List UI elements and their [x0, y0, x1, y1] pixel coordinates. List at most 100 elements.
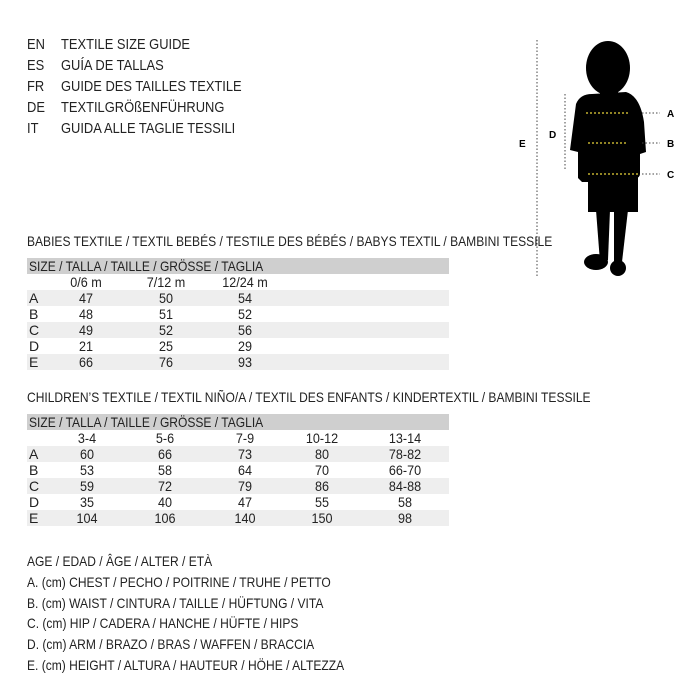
table-header: SIZE / TALLA / TAILLE / GRÖSSE / TAGLIA: [27, 258, 449, 274]
lang-title: TEXTILE SIZE GUIDE: [61, 36, 191, 53]
table-row: A 60 66 73 80 78-82: [27, 446, 449, 462]
label-a: A: [667, 109, 674, 120]
table-cell: 98: [397, 510, 413, 526]
table-cell: 47: [78, 290, 94, 306]
legend-item: D. (cm) ARM / BRAZO / BRAS / WAFFEN / BR…: [27, 636, 315, 652]
table-cell: 78-82: [388, 446, 422, 462]
babies-section-title: BABIES TEXTILE / TEXTIL BEBÉS / TESTILE …: [27, 233, 553, 249]
table-row: B 48 51 52: [27, 306, 449, 322]
table-row: C 49 52 56: [27, 322, 449, 338]
table-row: C 59 72 79 86 84-88: [27, 478, 449, 494]
lang-code: FR: [27, 78, 45, 95]
legend-item: C. (cm) HIP / CADERA / HANCHE / HÜFTE / …: [27, 615, 299, 631]
table-cell: 106: [154, 510, 176, 526]
legend-item: AGE / EDAD / ÂGE / ALTER / ETÀ: [27, 553, 213, 569]
label-d: D: [549, 130, 556, 141]
table-cell: 70: [314, 462, 330, 478]
lang-code: EN: [27, 36, 45, 53]
table-cell: 40: [157, 494, 173, 510]
table-cell: 55: [314, 494, 330, 510]
table-cell: 52: [158, 322, 174, 338]
column-header: 10-12: [305, 430, 339, 446]
table-row: D 35 40 47 55 58: [27, 494, 449, 510]
table-header: SIZE / TALLA / TAILLE / GRÖSSE / TAGLIA: [27, 414, 449, 430]
lang-code: ES: [27, 57, 45, 74]
label-e: E: [519, 139, 526, 150]
table-cell: 49: [78, 322, 94, 338]
table-row: E 104 106 140 150 98: [27, 510, 449, 526]
table-cell: 86: [314, 478, 330, 494]
row-label: B: [29, 306, 39, 322]
table-cell: 76: [158, 354, 174, 370]
row-label: E: [29, 510, 39, 526]
lang-title: GUIDA ALLE TAGLIE TESSILI: [61, 120, 236, 137]
row-label: C: [29, 322, 40, 338]
child-silhouette-icon: [570, 41, 646, 276]
label-c: C: [667, 170, 674, 181]
table-cell: 66: [78, 354, 94, 370]
babies-size-table: SIZE / TALLA / TAILLE / GRÖSSE / TAGLIA …: [27, 258, 449, 370]
size-header: SIZE / TALLA / TAILLE / GRÖSSE / TAGLIA: [29, 414, 264, 430]
table-cell: 140: [234, 510, 256, 526]
table-cell: 47: [237, 494, 253, 510]
column-header: 12/24 m: [222, 274, 268, 290]
legend-item: A. (cm) CHEST / PECHO / POITRINE / TRUHE…: [27, 574, 331, 590]
table-row: D 21 25 29: [27, 338, 449, 354]
table-cell: 21: [78, 338, 94, 354]
size-header: SIZE / TALLA / TAILLE / GRÖSSE / TAGLIA: [29, 258, 264, 274]
column-header: 13-14: [388, 430, 422, 446]
lang-title: GUÍA DE TALLAS: [61, 57, 164, 74]
table-cell: 51: [158, 306, 174, 322]
row-label: D: [29, 494, 40, 510]
legend-item: E. (cm) HEIGHT / ALTURA / HAUTEUR / HÖHE…: [27, 657, 345, 673]
column-header: 0/6 m: [70, 274, 102, 290]
table-cell: 29: [237, 338, 253, 354]
row-label: B: [29, 462, 39, 478]
lang-title: TEXTILGRÖßENFÜHRUNG: [61, 99, 225, 116]
row-label: E: [29, 354, 39, 370]
row-label: A: [29, 290, 39, 306]
lang-title: GUIDE DES TAILLES TEXTILE: [61, 78, 242, 95]
table-cell: 58: [397, 494, 413, 510]
column-headers: 0/6 m 7/12 m 12/24 m: [27, 274, 449, 290]
table-cell: 93: [237, 354, 253, 370]
table-cell: 54: [237, 290, 253, 306]
table-cell: 72: [157, 478, 173, 494]
table-cell: 53: [79, 462, 95, 478]
column-header: 7/12 m: [146, 274, 186, 290]
table-cell: 66-70: [388, 462, 422, 478]
column-header: 5-6: [155, 430, 175, 446]
table-cell: 80: [314, 446, 330, 462]
lang-code: DE: [27, 99, 45, 116]
table-cell: 25: [158, 338, 174, 354]
label-b: B: [667, 139, 674, 150]
row-label: D: [29, 338, 40, 354]
table-cell: 150: [311, 510, 333, 526]
children-size-table: SIZE / TALLA / TAILLE / GRÖSSE / TAGLIA …: [27, 414, 449, 526]
legend-item: B. (cm) WAIST / CINTURA / TAILLE / HÜFTU…: [27, 595, 324, 611]
table-cell: 50: [158, 290, 174, 306]
table-cell: 35: [79, 494, 95, 510]
row-label: A: [29, 446, 39, 462]
row-label: C: [29, 478, 40, 494]
column-headers: 3-4 5-6 7-9 10-12 13-14: [27, 430, 449, 446]
table-cell: 48: [78, 306, 94, 322]
table-cell: 84-88: [388, 478, 422, 494]
table-row: E 66 76 93: [27, 354, 449, 370]
table-cell: 66: [157, 446, 173, 462]
table-cell: 58: [157, 462, 173, 478]
table-cell: 104: [76, 510, 98, 526]
table-cell: 64: [237, 462, 253, 478]
child-measurement-figure: A B C D E: [519, 40, 674, 276]
table-cell: 79: [237, 478, 253, 494]
children-section-title: CHILDREN’S TEXTILE / TEXTIL NIÑO/A / TEX…: [27, 389, 591, 405]
column-header: 7-9: [235, 430, 255, 446]
table-cell: 56: [237, 322, 253, 338]
table-cell: 60: [79, 446, 95, 462]
lang-code: IT: [27, 120, 39, 137]
table-cell: 52: [237, 306, 253, 322]
table-row: A 47 50 54: [27, 290, 449, 306]
table-cell: 73: [237, 446, 253, 462]
column-header: 3-4: [77, 430, 97, 446]
table-cell: 59: [79, 478, 95, 494]
